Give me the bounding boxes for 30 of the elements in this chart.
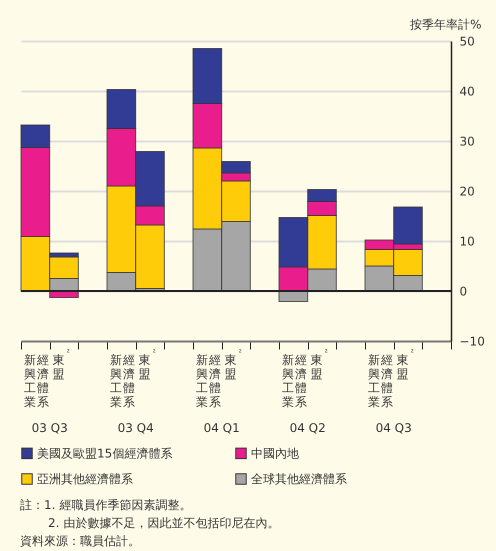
category-label: 新興工業經濟體系 [110, 353, 135, 409]
text: 03 Q4 [118, 421, 154, 435]
legend-label: 亞洲其他經濟體系 [37, 472, 133, 486]
text: 04 Q2 [290, 421, 326, 435]
x-tick-label: 東盟² [224, 348, 242, 381]
x-tick-label: 東盟² [138, 348, 156, 381]
y-axis-title: 按季年率計% [410, 18, 482, 32]
x-tick-label: 東盟² [52, 348, 70, 381]
category-label: 新興工業經濟體系 [282, 353, 307, 409]
legend-label: 全球其他經濟體系 [251, 472, 347, 486]
legend-label: 美國及歐盟15個經濟體系 [37, 446, 172, 460]
y-tick-label: 40 [460, 84, 475, 98]
y-tick-label: 50 [460, 34, 475, 48]
category-label: 新興工業經濟體系 [196, 353, 221, 409]
source-note: 資料來源：職員估計。 [20, 533, 141, 550]
y-tick-label: 10 [460, 234, 475, 248]
x-tick-label: 東盟² [310, 348, 328, 381]
text: 03 Q3 [32, 421, 68, 435]
y-tick-label: 20 [460, 184, 475, 198]
y-tick-label: 0 [460, 284, 468, 298]
text: 註：1. 經職員作季節因素調整。 [20, 497, 192, 514]
x-tick-label: 東盟² [396, 348, 414, 381]
text: 04 Q1 [204, 421, 240, 435]
category-label: 新興工業經濟體系 [368, 353, 393, 409]
y-tick-label: −10 [460, 334, 485, 348]
category-label: 新興工業經濟體系 [24, 353, 49, 409]
y-tick-label: 30 [460, 134, 475, 148]
text: 04 Q3 [376, 421, 412, 435]
legend-label: 中國內地 [251, 446, 299, 460]
text: 2. 由於數據不足，因此並不包括印尼在內。 [47, 515, 280, 532]
